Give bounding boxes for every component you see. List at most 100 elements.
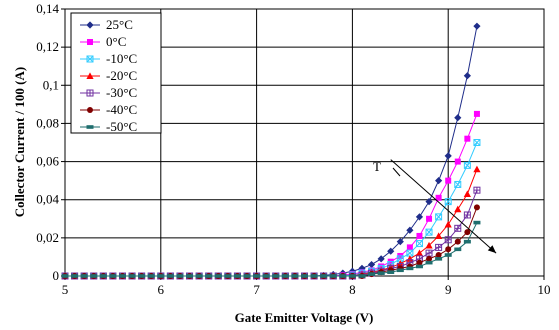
data-point bbox=[425, 228, 433, 236]
data-point bbox=[435, 243, 443, 251]
series-6 bbox=[61, 220, 481, 278]
data-point-cross bbox=[396, 255, 404, 263]
data-point bbox=[99, 274, 107, 278]
series-line bbox=[65, 189, 478, 277]
data-point bbox=[415, 213, 424, 221]
data-point bbox=[416, 259, 423, 266]
data-point bbox=[224, 274, 232, 278]
legend-item: -20°C bbox=[80, 68, 137, 83]
annotation-arrowhead bbox=[487, 245, 497, 254]
series-line bbox=[65, 113, 478, 277]
data-point bbox=[445, 177, 452, 184]
data-point bbox=[387, 270, 395, 274]
data-point bbox=[339, 274, 347, 278]
x-tick-label: 8 bbox=[349, 282, 356, 297]
x-tick-label: 10 bbox=[538, 282, 551, 297]
x-tick-label: 9 bbox=[445, 282, 452, 297]
data-point bbox=[90, 274, 98, 278]
series-line bbox=[65, 222, 478, 277]
data-point-cross bbox=[406, 249, 414, 257]
data-point bbox=[86, 89, 94, 97]
data-point bbox=[463, 190, 471, 197]
legend-label: -20°C bbox=[106, 68, 137, 83]
data-point bbox=[166, 274, 174, 278]
data-point bbox=[61, 274, 69, 278]
data-point bbox=[406, 266, 414, 271]
data-point bbox=[396, 268, 404, 273]
data-point bbox=[425, 241, 433, 249]
data-point bbox=[253, 274, 261, 278]
data-point bbox=[86, 55, 94, 63]
data-point-cross bbox=[416, 240, 423, 247]
data-point bbox=[233, 274, 241, 278]
annotation: T bbox=[373, 159, 497, 254]
data-point-plus bbox=[87, 90, 93, 96]
data-point bbox=[444, 220, 452, 228]
data-point bbox=[205, 274, 213, 278]
data-point bbox=[473, 220, 481, 225]
y-tick-label: 0,14 bbox=[36, 1, 59, 16]
data-point-box bbox=[473, 139, 481, 146]
data-point bbox=[214, 274, 222, 278]
data-point-cross bbox=[473, 139, 481, 146]
data-point-plus bbox=[454, 225, 461, 232]
data-point bbox=[473, 204, 480, 211]
data-point bbox=[406, 249, 414, 257]
data-point-box bbox=[425, 228, 433, 236]
data-point bbox=[87, 39, 93, 45]
data-point bbox=[473, 186, 481, 194]
data-point bbox=[71, 274, 79, 278]
data-point bbox=[463, 211, 471, 219]
legend-label: 0°C bbox=[106, 34, 126, 49]
data-point bbox=[425, 249, 433, 257]
data-point bbox=[138, 274, 146, 278]
data-point bbox=[157, 274, 165, 278]
data-point-cross bbox=[464, 162, 471, 169]
data-point bbox=[425, 260, 433, 265]
y-tick-label: 0 bbox=[53, 268, 60, 283]
data-point bbox=[358, 264, 366, 272]
data-point bbox=[118, 274, 126, 278]
data-point bbox=[435, 232, 443, 239]
data-point bbox=[262, 274, 270, 278]
data-point bbox=[444, 198, 452, 206]
data-point bbox=[463, 161, 471, 169]
y-tick-label: 0,12 bbox=[36, 39, 59, 54]
data-point bbox=[464, 135, 471, 142]
data-point bbox=[272, 274, 280, 278]
axis-ticks: 0 0,02 0,04 0,06 0,08 0,1 0,12 0,14 5 6 7 8 9 10 bbox=[36, 1, 550, 297]
legend-label: -40°C bbox=[106, 102, 137, 117]
data-point bbox=[416, 232, 423, 239]
legend-box bbox=[70, 12, 162, 134]
data-point bbox=[186, 274, 194, 278]
annotation-arrow bbox=[390, 159, 497, 254]
data-point bbox=[368, 272, 376, 276]
data-point-cross bbox=[435, 213, 442, 221]
x-tick-label: 7 bbox=[253, 282, 260, 297]
y-tick-label: 0,1 bbox=[43, 77, 59, 92]
legend-item: -30°C bbox=[80, 85, 137, 100]
data-point bbox=[320, 274, 328, 278]
data-point bbox=[348, 274, 356, 278]
data-point bbox=[387, 247, 395, 255]
data-point bbox=[128, 274, 136, 278]
data-point bbox=[291, 274, 299, 278]
data-point-plus bbox=[473, 187, 480, 194]
data-point bbox=[444, 152, 452, 160]
data-point bbox=[426, 255, 433, 262]
annotation-label: T bbox=[373, 159, 381, 174]
data-point-box bbox=[454, 180, 462, 188]
data-point-plus bbox=[445, 236, 452, 243]
legend-item: -10°C bbox=[80, 51, 137, 66]
data-point-plus bbox=[435, 244, 442, 251]
data-point bbox=[195, 274, 203, 278]
x-axis-title: Gate Emitter Voltage (V) bbox=[235, 310, 374, 325]
data-point bbox=[435, 252, 442, 259]
data-point bbox=[454, 205, 462, 213]
data-point bbox=[435, 213, 443, 221]
data-point bbox=[426, 215, 433, 222]
y-tick-label: 0,02 bbox=[36, 230, 59, 245]
data-point bbox=[396, 238, 404, 246]
x-tick-label: 5 bbox=[62, 282, 69, 297]
